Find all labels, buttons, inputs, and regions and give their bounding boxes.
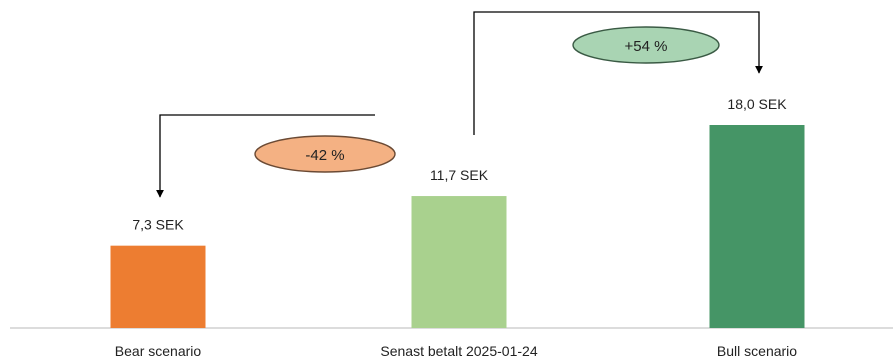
bar-3: [709, 125, 805, 328]
arrow-to-bull-scenario: [473, 11, 763, 135]
category-label-3: Bull scenario: [717, 343, 797, 359]
bar-1: [110, 245, 206, 328]
bear-change-badge: [254, 135, 396, 173]
bar-2: [411, 196, 507, 328]
bull-change-badge: [572, 26, 720, 64]
bar-value-label-2: 11,7 SEK: [430, 167, 489, 183]
bear-change-label: -42 %: [305, 147, 344, 164]
bar-value-label-1: 7,3 SEK: [132, 217, 184, 233]
category-label-1: Bear scenario: [115, 343, 202, 359]
category-label-2: Senast betalt 2025-01-24: [380, 343, 537, 359]
bar-value-label-3: 18,0 SEK: [727, 96, 787, 112]
arrow-to-bear-scenario: [156, 114, 375, 198]
bull-change-label: +54 %: [625, 38, 668, 55]
